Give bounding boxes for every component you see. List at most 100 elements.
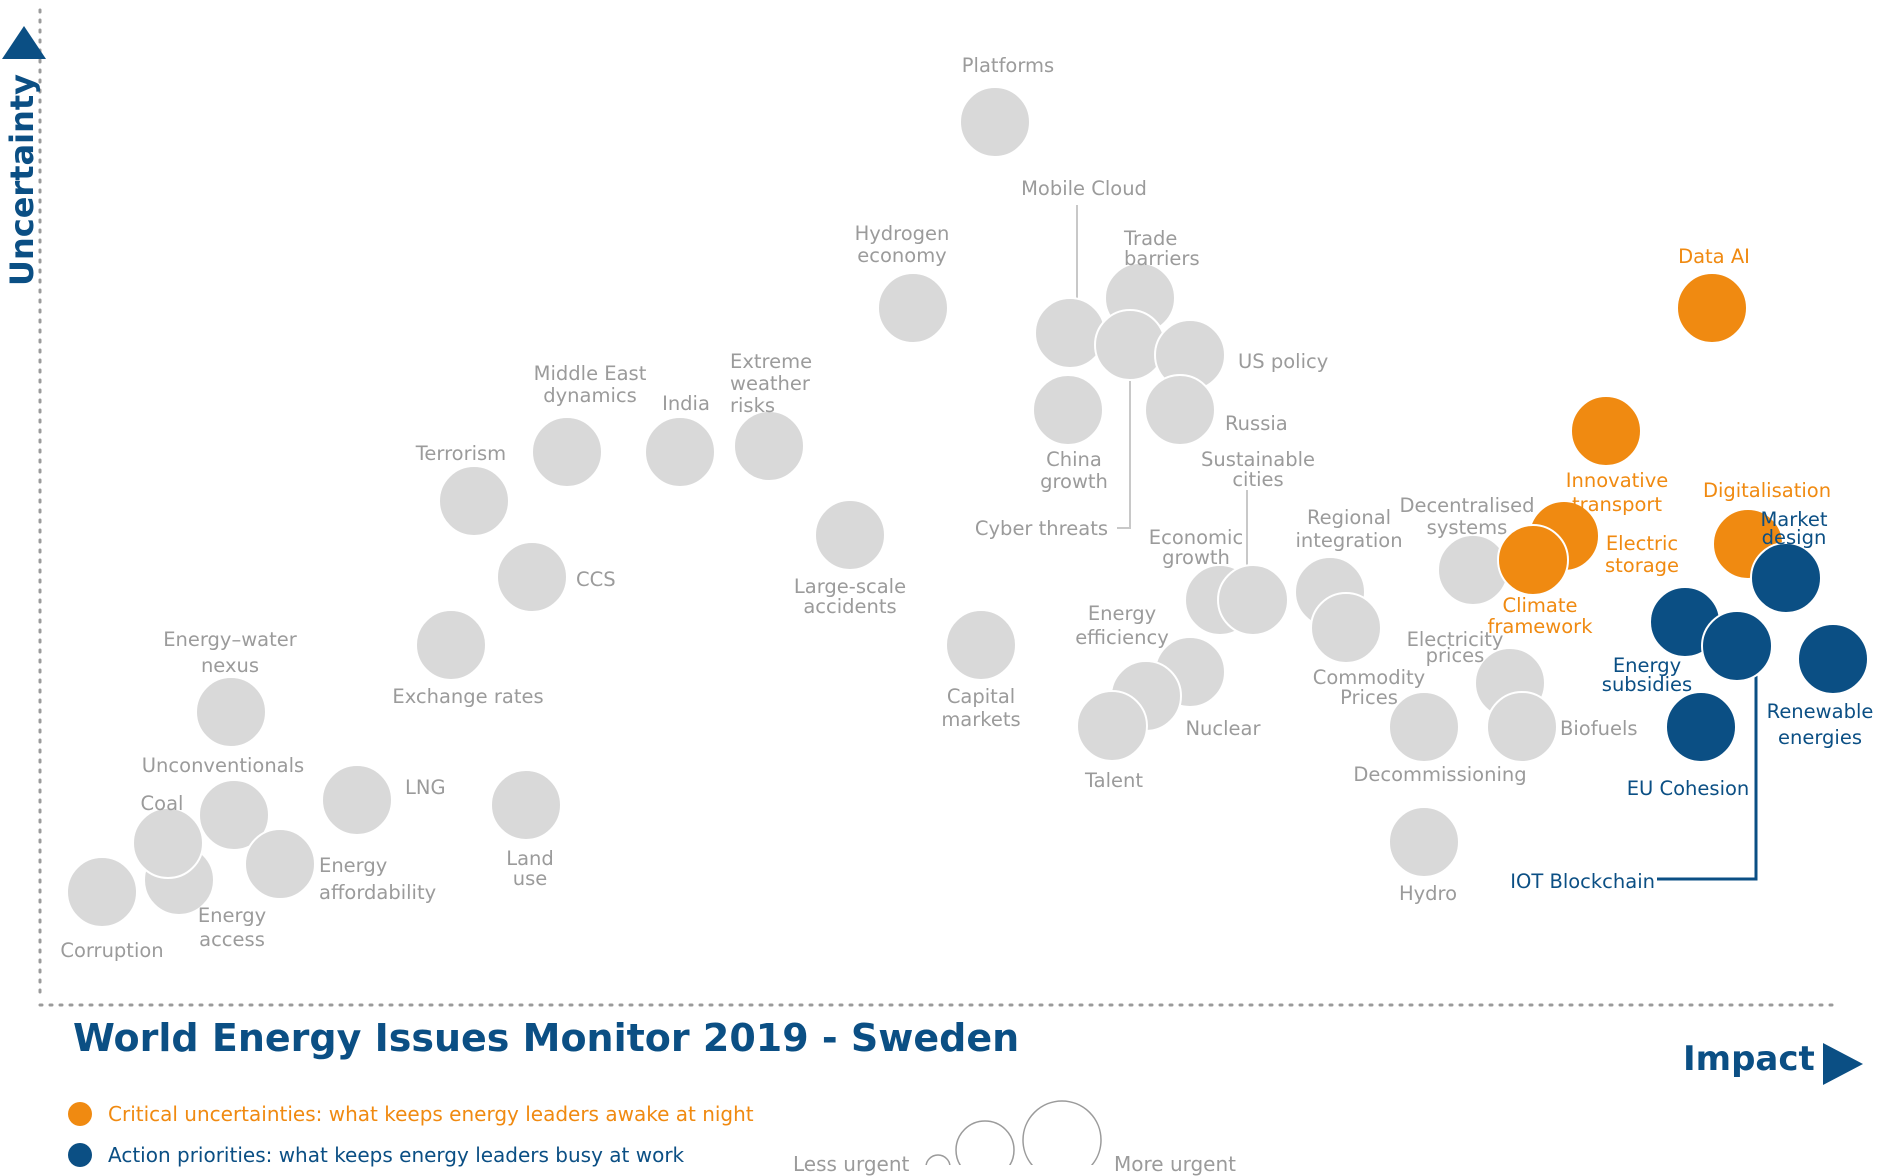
label-line: Energy–water bbox=[163, 628, 298, 651]
label-line: cities bbox=[1232, 468, 1283, 491]
label-terrorism: Terrorism bbox=[415, 442, 506, 465]
label-line: Data AI bbox=[1678, 245, 1750, 268]
label-line: Market bbox=[1760, 508, 1827, 531]
label-line: efficiency bbox=[1075, 626, 1169, 649]
label-platforms: Platforms bbox=[962, 54, 1054, 77]
label-line: Prices bbox=[1340, 686, 1398, 709]
label-energy-water-nexus: Energy–water nexus bbox=[163, 628, 298, 677]
y-axis-arrow-icon bbox=[2, 26, 46, 59]
label-line: Energy bbox=[1088, 602, 1156, 625]
label-sustainable-cities: Sustainable cities bbox=[1201, 448, 1315, 491]
x-axis-arrow-icon bbox=[1823, 1043, 1863, 1085]
label-india: India bbox=[662, 392, 710, 415]
bubble-decentralised-systems bbox=[1437, 534, 1509, 606]
label-decentralised-systems: Decentralised systems bbox=[1399, 494, 1534, 539]
labels-layer: Platforms Mobile Cloud Hydrogen economy Trad… bbox=[60, 54, 1873, 962]
bubble-iot-blockchain bbox=[1701, 610, 1773, 682]
bubble-corruption bbox=[66, 856, 138, 928]
label-line: Exchange rates bbox=[392, 685, 543, 708]
size-legend-medium bbox=[955, 1120, 1015, 1165]
bubble-market-design bbox=[1750, 542, 1822, 614]
bubble-mobile-cloud bbox=[1034, 297, 1106, 369]
label-line: Electric bbox=[1606, 532, 1678, 555]
label-line: Land bbox=[506, 847, 554, 870]
label-extreme-weather-risks: Extreme weather risks bbox=[730, 350, 812, 417]
bubble-eu-cohesion bbox=[1665, 691, 1737, 763]
label-climate-framework: Climate framework bbox=[1487, 594, 1593, 638]
label-line: Energy bbox=[198, 904, 266, 927]
bubble-commodity-prices bbox=[1310, 592, 1382, 664]
label-line: Corruption bbox=[60, 939, 163, 962]
legend-critical-swatch bbox=[68, 1102, 92, 1126]
label-line: Large-scale bbox=[794, 575, 906, 598]
label-line: Electricity bbox=[1407, 628, 1504, 651]
label-line: Climate bbox=[1502, 594, 1577, 617]
label-line: Decommissioning bbox=[1353, 763, 1526, 786]
label-line: Hydro bbox=[1399, 882, 1457, 905]
leader-iot-blockchain bbox=[1657, 646, 1758, 881]
label-line: affordability bbox=[319, 881, 436, 904]
bubble-exchange-rates bbox=[415, 609, 487, 681]
label-line: framework bbox=[1487, 615, 1593, 638]
label-line: barriers bbox=[1124, 247, 1200, 270]
label-line: Mobile Cloud bbox=[1021, 177, 1147, 200]
label-energy-efficiency: Energy efficiency bbox=[1075, 602, 1169, 649]
bubble-coal bbox=[132, 807, 204, 879]
label-mobile-cloud: Mobile Cloud bbox=[1021, 177, 1147, 200]
label-line: Terrorism bbox=[415, 442, 506, 465]
label-commodity-prices: Commodity Prices bbox=[1313, 666, 1425, 709]
y-axis-label-wrap: Uncertainty bbox=[0, 74, 44, 286]
label-line: storage bbox=[1605, 554, 1679, 577]
label-line: Energy bbox=[1613, 654, 1681, 677]
bubble-talent bbox=[1076, 690, 1148, 762]
label-line: systems bbox=[1427, 516, 1508, 539]
label-decommissioning: Decommissioning bbox=[1353, 763, 1526, 786]
label-line: Russia bbox=[1225, 412, 1288, 435]
label-line: Decentralised bbox=[1399, 494, 1534, 517]
size-legend-less-label: Less urgent bbox=[793, 1152, 910, 1176]
label-line: Renewable bbox=[1767, 700, 1874, 723]
label-line: risks bbox=[730, 394, 775, 417]
label-line: nexus bbox=[201, 654, 259, 677]
label-nuclear: Nuclear bbox=[1185, 717, 1261, 740]
legend-action: Action priorities: what keeps energy lea… bbox=[68, 1143, 684, 1167]
label-exchange-rates: Exchange rates bbox=[392, 685, 543, 708]
bubble-climate-framework bbox=[1497, 524, 1569, 596]
legend-action-swatch bbox=[68, 1143, 92, 1167]
label-line: Capital bbox=[947, 685, 1015, 708]
legend-action-label: Action priorities: what keeps energy lea… bbox=[108, 1143, 685, 1167]
leader-lines bbox=[1076, 205, 1758, 881]
label-economic-growth: Economic growth bbox=[1149, 526, 1243, 569]
label-cyber-threats: Cyber threats bbox=[975, 517, 1108, 540]
label-large-scale-accidents: Large-scale accidents bbox=[794, 575, 906, 618]
label-lng: LNG bbox=[405, 776, 446, 799]
label-line: Biofuels bbox=[1560, 717, 1638, 740]
label-line: Extreme bbox=[730, 350, 812, 373]
label-digitalisation: Digitalisation bbox=[1703, 479, 1831, 502]
label-line: Cyber threats bbox=[975, 517, 1108, 540]
label-energy-affordability: Energy affordability bbox=[319, 854, 436, 904]
bubble-capital-markets bbox=[945, 609, 1017, 681]
legend-critical-label: Critical uncertainties: what keeps energ… bbox=[108, 1102, 754, 1126]
label-corruption: Corruption bbox=[60, 939, 163, 962]
size-legend-more-label: More urgent bbox=[1114, 1152, 1237, 1176]
label-line: Trade bbox=[1123, 227, 1177, 250]
bubble-hydrogen-economy bbox=[877, 272, 949, 344]
label-hydrogen-economy: Hydrogen economy bbox=[855, 222, 950, 267]
label-talent: Talent bbox=[1084, 769, 1143, 792]
label-renewable-energies: Renewable energies bbox=[1767, 700, 1874, 749]
label-line: Digitalisation bbox=[1703, 479, 1831, 502]
size-legend-small bbox=[925, 1154, 951, 1165]
bubble-platforms bbox=[959, 86, 1031, 158]
label-line: Innovative bbox=[1566, 469, 1669, 492]
label-coal: Coal bbox=[141, 792, 184, 815]
label-trade-barriers: Trade barriers bbox=[1123, 227, 1200, 270]
label-line: LNG bbox=[405, 776, 446, 799]
bubble-energy-water-nexus bbox=[195, 676, 267, 748]
label-hydro: Hydro bbox=[1399, 882, 1457, 905]
label-iot-blockchain: IOT Blockchain bbox=[1510, 870, 1655, 893]
label-line: markets bbox=[941, 708, 1020, 731]
label-electricity-prices: Electricity prices bbox=[1407, 628, 1504, 667]
bubble-terrorism bbox=[438, 465, 510, 537]
